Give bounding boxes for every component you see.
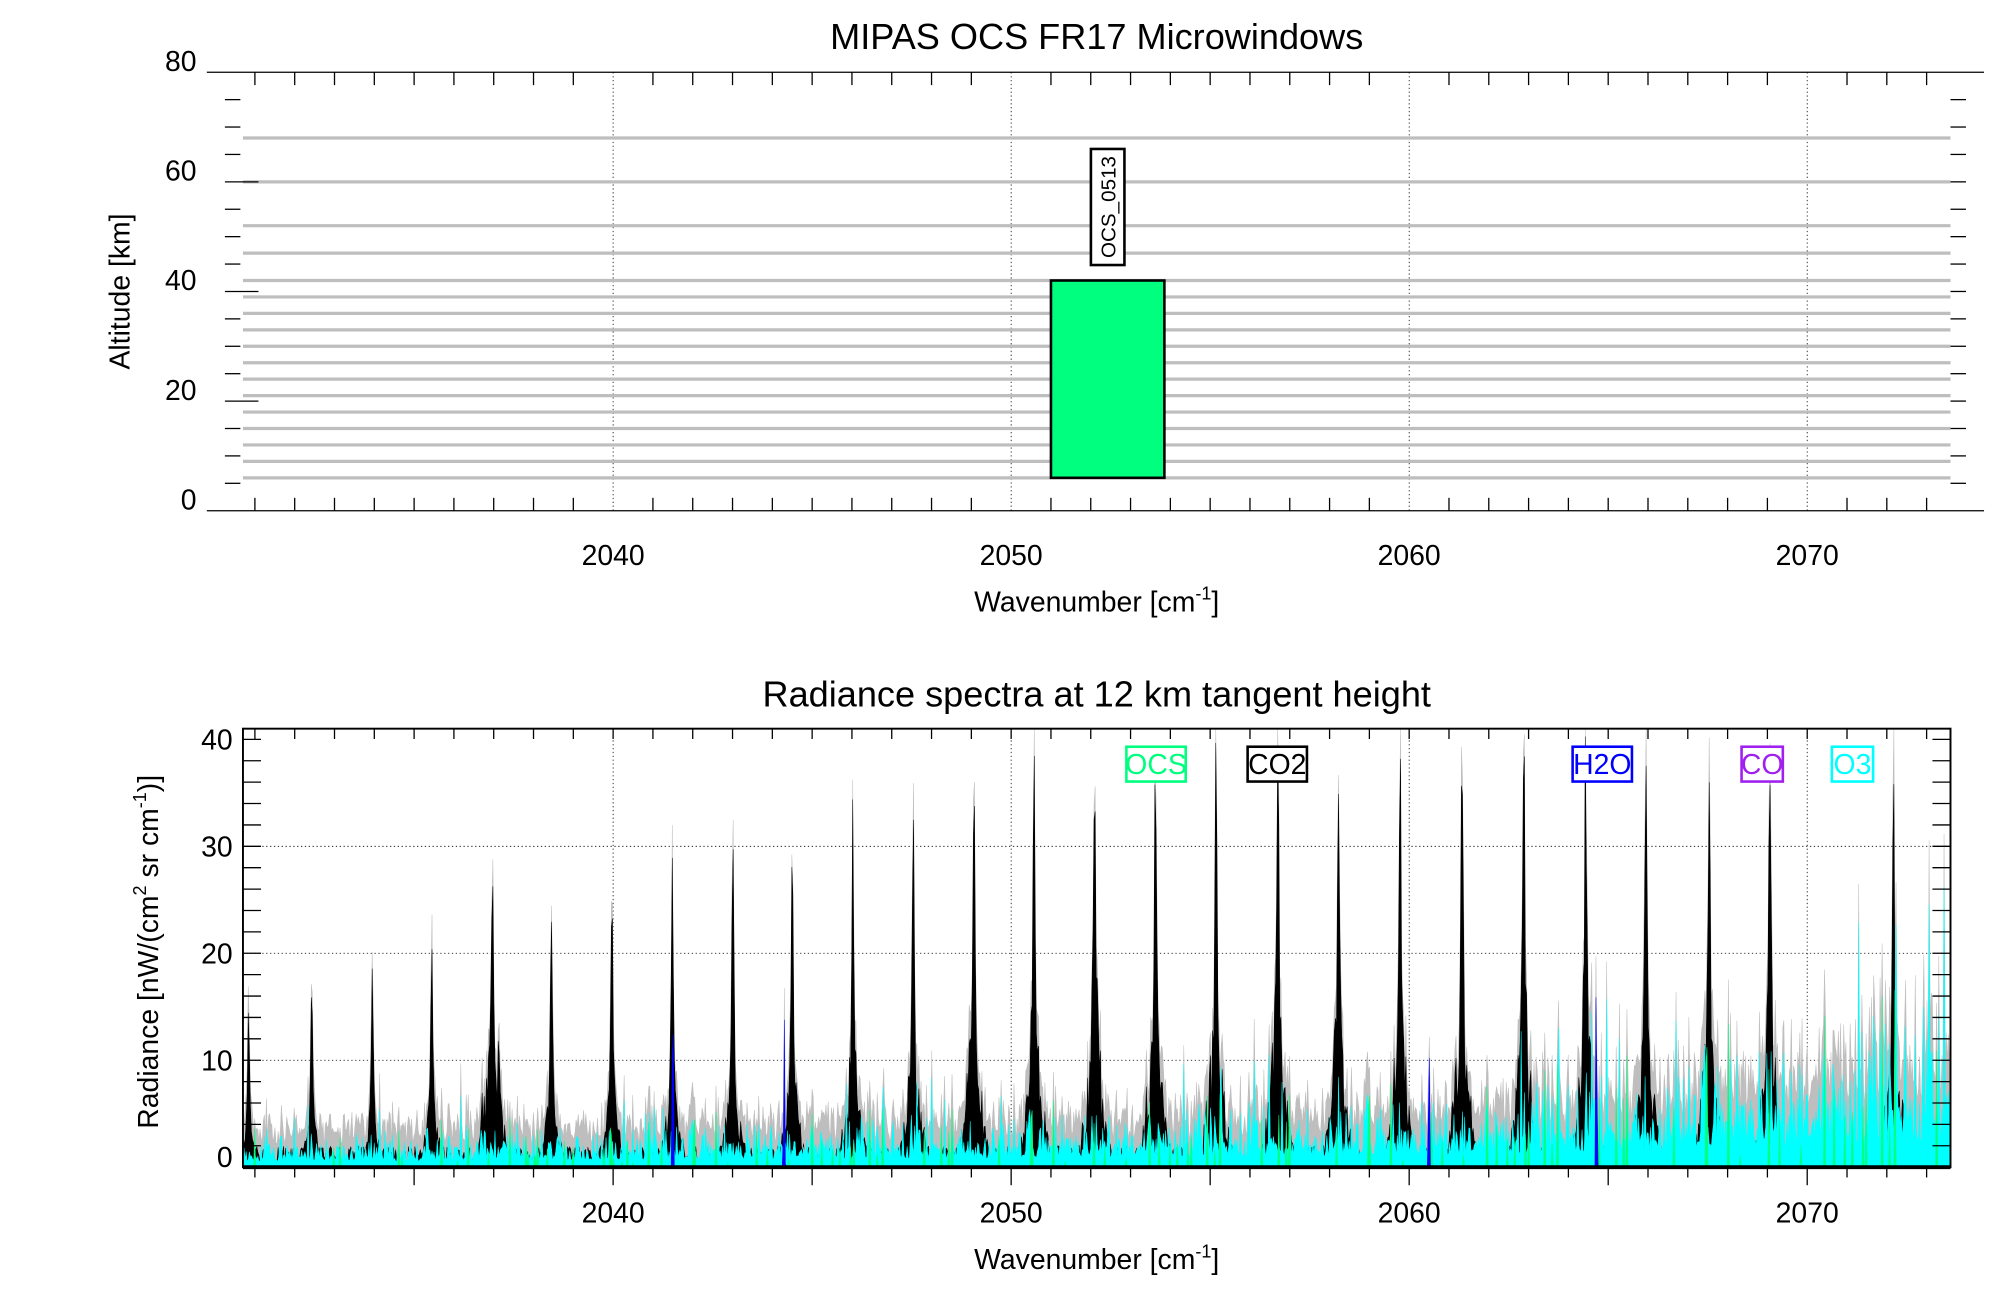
legend-box-co xyxy=(1740,745,1785,783)
y-tick-label: 30 xyxy=(201,832,233,864)
x-tick-label: 2040 xyxy=(582,540,645,572)
y-tick-label: 60 xyxy=(165,156,197,188)
top-x-axis-label: Wavenumber [cm-1] xyxy=(974,584,1219,619)
legend-label-h2o: H2O xyxy=(1573,749,1631,781)
legend-label-co2: CO2 xyxy=(1248,749,1306,781)
bottom-x-axis-label: Wavenumber [cm-1] xyxy=(974,1241,1219,1276)
y-tick-label: 40 xyxy=(165,265,197,297)
x-tick-label: 2060 xyxy=(1378,1198,1441,1230)
x-tick-label: 2070 xyxy=(1776,540,1839,572)
y-tick-label: 20 xyxy=(165,375,197,407)
legend-box-ocs xyxy=(1125,745,1188,783)
y-tick-label: 10 xyxy=(201,1046,233,1078)
y-tick-label: 0 xyxy=(217,1142,233,1174)
x-tick-label: 2050 xyxy=(980,1198,1043,1230)
y-tick-label: 0 xyxy=(181,484,197,516)
x-tick-label: 2050 xyxy=(980,540,1043,572)
legend-label-co: CO xyxy=(1741,749,1784,781)
microwindow-label-box xyxy=(1089,147,1126,267)
bottom-chart-title: Radiance spectra at 12 km tangent height xyxy=(762,674,1430,715)
microwindow-label: OCS_0513 xyxy=(1097,156,1120,258)
legend-label-o3: O3 xyxy=(1834,749,1872,781)
legend-box-h2o xyxy=(1571,745,1634,783)
microwindow-bar xyxy=(1049,279,1166,480)
y-tick-label: 40 xyxy=(201,725,233,757)
x-tick-label: 2040 xyxy=(582,1198,645,1230)
y-tick-label: 80 xyxy=(165,46,197,78)
x-tick-label: 2070 xyxy=(1776,1198,1839,1230)
top-chart-title: MIPAS OCS FR17 Microwindows xyxy=(830,16,1363,57)
legend-box-co2 xyxy=(1246,745,1309,783)
legend-box-o3 xyxy=(1830,745,1875,783)
bottom-y-axis-label: Radiance [nW/(cm2 sr cm-1)] xyxy=(130,775,165,1129)
y-tick-label: 20 xyxy=(201,939,233,971)
x-tick-label: 2060 xyxy=(1378,540,1441,572)
radiance-chart: 0 10 20 30 40 2040 2050 2060 2070 OCS CO2 H2O CO O3 xyxy=(201,725,1952,1230)
legend-label-ocs: OCS xyxy=(1125,749,1186,781)
top-y-axis-label: Altitude [km] xyxy=(104,213,136,369)
